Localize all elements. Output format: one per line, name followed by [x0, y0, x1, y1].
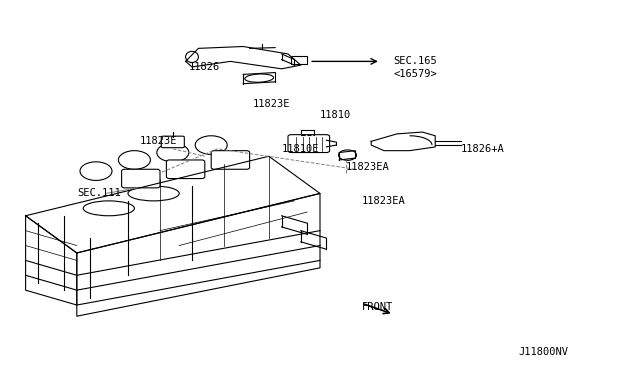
FancyBboxPatch shape — [122, 169, 160, 188]
Text: 11826+A: 11826+A — [461, 144, 504, 154]
Text: 11810: 11810 — [320, 110, 351, 120]
Text: 11810E: 11810E — [282, 144, 319, 154]
FancyBboxPatch shape — [291, 56, 307, 64]
Text: FRONT: FRONT — [362, 302, 393, 312]
Text: 11823E: 11823E — [253, 99, 291, 109]
FancyBboxPatch shape — [211, 151, 250, 169]
FancyBboxPatch shape — [288, 135, 330, 153]
Text: <16579>: <16579> — [394, 70, 437, 79]
Text: J11800NV: J11800NV — [518, 347, 568, 356]
FancyBboxPatch shape — [161, 136, 184, 148]
FancyBboxPatch shape — [166, 160, 205, 179]
Text: SEC.165: SEC.165 — [394, 57, 437, 66]
Text: 11823EA: 11823EA — [346, 163, 389, 172]
Text: 11823E: 11823E — [140, 137, 177, 146]
Text: 11823EA: 11823EA — [362, 196, 405, 206]
Text: SEC.111: SEC.111 — [77, 189, 120, 198]
Text: 11826: 11826 — [189, 62, 220, 72]
